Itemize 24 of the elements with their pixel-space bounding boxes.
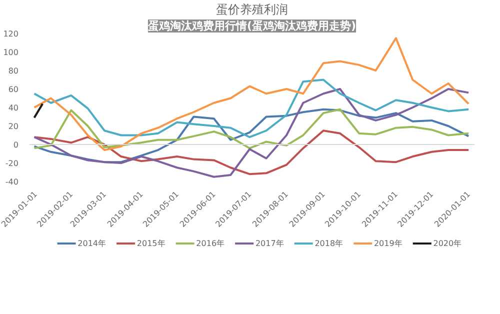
line-series	[33, 108, 470, 150]
y-tick-label: 20	[8, 122, 19, 131]
y-tick-label: 100	[3, 48, 19, 57]
line-series	[33, 108, 470, 164]
legend-label: 2020年	[433, 239, 462, 248]
line-series	[33, 78, 470, 138]
legend-label: 2017年	[255, 239, 284, 248]
legend-label: 2018年	[314, 239, 344, 248]
line-series	[33, 88, 470, 178]
y-tick-label: 40	[8, 104, 19, 112]
chart-title: 蛋价养殖利润	[216, 2, 288, 16]
line-series	[33, 37, 470, 152]
y-tick-label: -40	[5, 178, 19, 186]
y-tick-label: 60	[8, 85, 19, 94]
y-tick-label: -20	[5, 159, 19, 168]
y-tick-label: 0	[13, 140, 19, 150]
y-tick-label: 80	[8, 66, 19, 76]
legend-label: 2019年	[374, 239, 402, 248]
chart-subtitle: 蛋鸡淘汰鸡费用行情(蛋鸡淘汰鸡费用走势)	[146, 20, 356, 32]
legend-label: 2014年	[78, 239, 106, 248]
line-series	[33, 130, 470, 176]
legend-label: 2016年	[196, 239, 225, 248]
legend-label: 2015年	[136, 239, 166, 248]
y-tick-label: 120	[3, 30, 19, 38]
